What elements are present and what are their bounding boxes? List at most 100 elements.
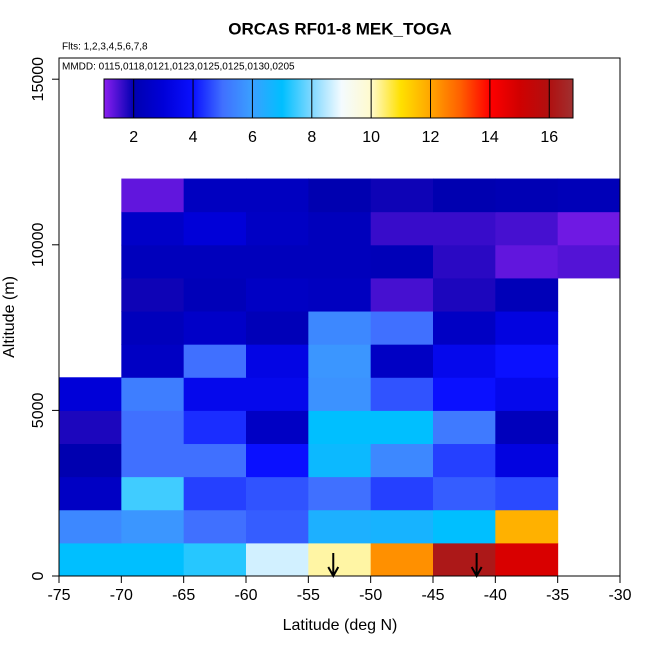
- heat-cell: [121, 311, 185, 345]
- x-tick-label: -75: [47, 587, 70, 604]
- heat-cell: [495, 211, 559, 246]
- heat-cell: [370, 476, 434, 511]
- heat-cell: [433, 443, 496, 478]
- heat-cell: [183, 244, 247, 279]
- colorbar-tick-label: 8: [307, 129, 316, 146]
- y-tick-label: 10000: [30, 222, 47, 267]
- heat-cell: [308, 344, 372, 378]
- x-tick-label: -55: [297, 587, 320, 604]
- annotation: MMDD: 0115,0118,0121,0123,0125,0125,0130…: [62, 62, 295, 73]
- heat-cell: [246, 244, 309, 279]
- heat-cell: [246, 178, 309, 213]
- heat-cell: [121, 443, 185, 478]
- heat-cell: [308, 311, 372, 345]
- heat-cell: [121, 377, 185, 411]
- heat-cell: [246, 344, 309, 378]
- marker-arrow: [327, 553, 340, 579]
- x-axis-label: Latitude (deg N): [283, 617, 398, 634]
- heat-cell: [495, 244, 559, 279]
- x-tick-label: -30: [608, 587, 631, 604]
- heat-cell: [121, 509, 185, 544]
- heat-cell: [183, 277, 247, 312]
- heat-cell: [246, 211, 309, 246]
- colorbar-tick-label: 14: [481, 129, 499, 146]
- heat-cell: [59, 476, 122, 511]
- heat-cell: [495, 178, 559, 213]
- heat-cell: [121, 277, 185, 312]
- heat-cell: [370, 443, 434, 478]
- heat-cell: [59, 443, 122, 478]
- heat-cell: [370, 542, 434, 577]
- heat-cell: [121, 211, 185, 246]
- heat-cell: [308, 277, 372, 312]
- heat-cell: [370, 410, 434, 445]
- subtitle: Flts: 1,2,3,4,5,6,7,8: [62, 42, 148, 53]
- x-tick-label: -70: [110, 587, 133, 604]
- colorbar-tick-label: 10: [362, 129, 380, 146]
- heat-cell: [370, 244, 434, 279]
- heat-cell: [495, 277, 559, 312]
- heat-cell: [433, 311, 496, 345]
- marker-arrow: [470, 553, 483, 579]
- heat-cell: [370, 509, 434, 544]
- heat-cell: [308, 244, 372, 279]
- heat-cell: [370, 377, 434, 411]
- heat-cell: [246, 476, 309, 511]
- y-tick-label: 5000: [30, 393, 47, 429]
- heat-cell: [183, 311, 247, 345]
- heat-cell: [495, 443, 559, 478]
- plot-frame: [58, 57, 621, 577]
- heat-cell: [433, 410, 496, 445]
- heat-cell: [183, 443, 247, 478]
- heat-cell: [121, 178, 185, 213]
- x-tick-label: -40: [484, 587, 507, 604]
- heat-cell: [433, 178, 496, 213]
- colorbar-tick-label: 6: [248, 129, 257, 146]
- heat-cell: [246, 311, 309, 345]
- heat-cell: [495, 377, 559, 411]
- heat-cell: [370, 277, 434, 312]
- heat-cell: [433, 377, 496, 411]
- heat-cell: [121, 344, 185, 378]
- heat-cell: [433, 509, 496, 544]
- heat-cell: [308, 443, 372, 478]
- heat-cell: [59, 542, 122, 577]
- heat-cell: [183, 410, 247, 445]
- colorbar: [103, 78, 574, 119]
- heat-cell: [183, 509, 247, 544]
- heat-cell: [183, 476, 247, 511]
- colorbar-tick-label: 2: [129, 129, 138, 146]
- heat-cell: [121, 244, 185, 279]
- heat-cell: [246, 410, 309, 445]
- heat-cell: [246, 443, 309, 478]
- heat-cell: [495, 509, 559, 544]
- heat-cell: [308, 178, 372, 213]
- colorbar-tick-label: 16: [540, 129, 558, 146]
- heat-cell: [183, 178, 247, 213]
- heat-cell: [59, 509, 122, 544]
- x-tick-label: -45: [421, 587, 444, 604]
- heat-cell: [183, 542, 247, 577]
- y-axis-label: Altitude (m): [1, 276, 18, 358]
- heat-cell: [308, 211, 372, 246]
- heat-cell: [59, 410, 122, 445]
- heat-cell: [557, 211, 621, 246]
- colorbar-tick-label: 12: [422, 129, 440, 146]
- heat-cell: [557, 244, 621, 279]
- heat-cell: [308, 509, 372, 544]
- heat-cell: [183, 377, 247, 411]
- heat-cell: [308, 476, 372, 511]
- heat-cell: [370, 178, 434, 213]
- heat-cell: [121, 542, 185, 577]
- x-tick-label: -65: [172, 587, 195, 604]
- heat-cell: [495, 410, 559, 445]
- heat-cell: [246, 377, 309, 411]
- heat-cell: [433, 211, 496, 246]
- heatmap: [59, 178, 621, 577]
- heat-cell: [433, 476, 496, 511]
- heat-cell: [121, 410, 185, 445]
- heat-cell: [308, 377, 372, 411]
- heat-cell: [433, 277, 496, 312]
- heat-cell: [495, 311, 559, 345]
- heat-cell: [370, 344, 434, 378]
